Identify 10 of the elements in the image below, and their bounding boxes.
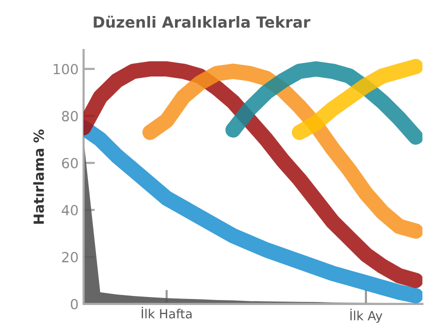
y-axis-title: Hatırlama % (33, 129, 44, 224)
y-tick-label: 100 (54, 64, 78, 74)
y-tick-label: 0 (70, 298, 78, 310)
x-tick-label: İlk Hafta (142, 306, 192, 318)
y-tick-label: 60 (62, 158, 78, 168)
y-tick-label: 40 (62, 204, 78, 216)
x-tick-label: İlk Ay (350, 308, 382, 323)
chart-title: Düzenli Aralıklarla Tekrar (94, 16, 310, 28)
y-tick-label: 20 (62, 252, 78, 262)
y-tick-label: 80 (62, 110, 78, 122)
